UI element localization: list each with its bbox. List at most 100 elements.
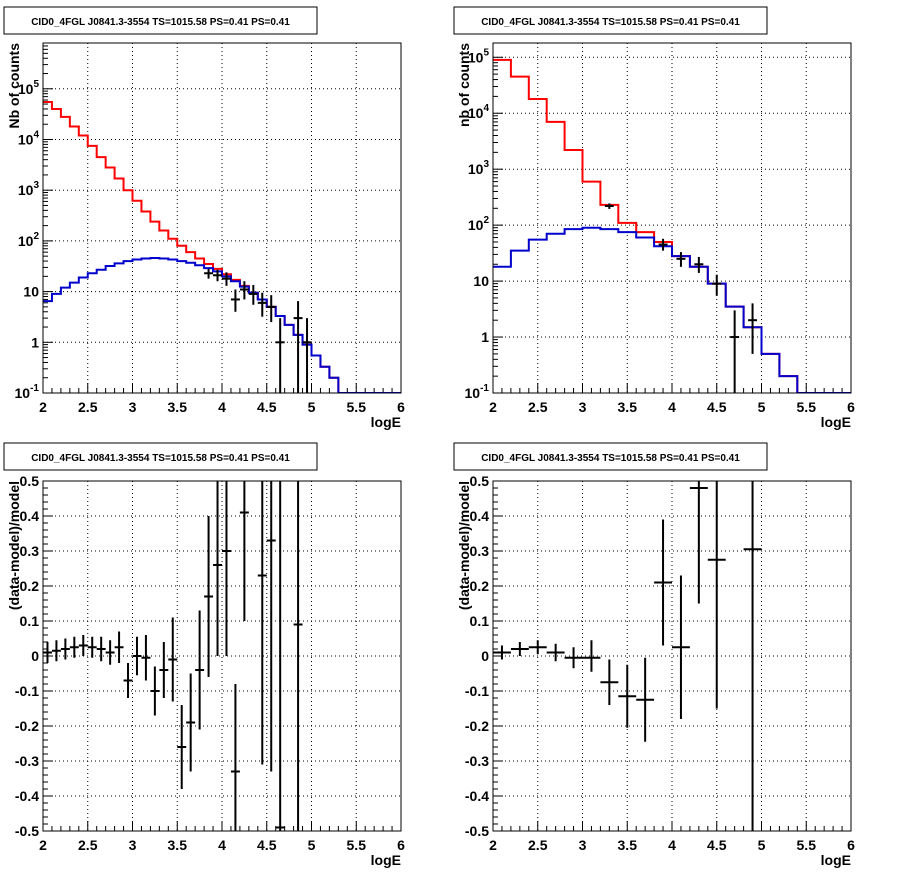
y-axis-title: (data-model)/model — [456, 481, 472, 610]
y-tick-label: 103 — [18, 180, 40, 198]
x-tick-label: 3 — [579, 399, 587, 415]
x-tick-label: 2.5 — [528, 399, 548, 415]
y-tick-label: 103 — [468, 159, 490, 177]
plot-frame — [42, 42, 402, 394]
x-tick-label: 2 — [489, 399, 497, 415]
data-point — [748, 303, 758, 354]
plot-area — [43, 100, 401, 393]
y-tick-label: -0.2 — [15, 718, 39, 734]
data-point — [222, 272, 231, 286]
data-point — [257, 481, 267, 765]
y-tick-label: 10 — [23, 284, 39, 300]
x-tick-label: 2 — [489, 837, 497, 853]
x-tick-label: 4.5 — [707, 399, 727, 415]
x-tick-label: 3 — [129, 399, 137, 415]
x-tick-label: 4.5 — [707, 837, 727, 853]
plot-frame — [492, 42, 852, 394]
x-tick-label: 2.5 — [78, 399, 98, 415]
data-point — [195, 610, 205, 730]
y-tick-label: -0.4 — [15, 788, 39, 804]
y-tick-label: 10-1 — [465, 383, 490, 401]
data-point — [230, 289, 240, 312]
x-tick-label: 3.5 — [168, 399, 188, 415]
data-point — [707, 481, 726, 709]
x-axis-title: logE — [371, 414, 401, 430]
y-tick-label: -0.5 — [15, 823, 39, 839]
plot-area — [43, 481, 303, 831]
y-tick-label: 0.5 — [20, 473, 40, 489]
y-tick-label: 104 — [18, 129, 40, 147]
y-tick-label: 10 — [473, 273, 489, 289]
y-tick-label: 1 — [31, 334, 39, 350]
chart-title-box — [3, 442, 318, 471]
data-point — [213, 269, 222, 282]
y-tick-label: -0.4 — [465, 788, 489, 804]
chart-title: CID0_4FGL J0841.3-3554 TS=1015.58 PS=0.4… — [481, 453, 740, 464]
chart-panel-top-right: CID0_4FGL J0841.3-3554 TS=1015.58 PS=0.4… — [453, 6, 855, 430]
x-tick-label: 6 — [847, 837, 855, 853]
y-tick-label: 105 — [18, 79, 40, 97]
x-tick-label: 5 — [758, 399, 766, 415]
x-tick-label: 4.5 — [257, 837, 277, 853]
y-tick-label: 0.3 — [470, 543, 490, 559]
x-tick-label: 2 — [39, 837, 47, 853]
y-tick-label: 0 — [481, 648, 489, 664]
y-tick-label: 0.4 — [20, 508, 40, 524]
y-tick-label: 0 — [31, 648, 39, 664]
data-point — [636, 657, 655, 742]
y-axis-title: nb of counts — [456, 43, 472, 127]
y-tick-label: 0.3 — [20, 543, 40, 559]
data-point — [694, 256, 704, 273]
y-tick-label: -0.3 — [15, 753, 39, 769]
series-line-1 — [493, 226, 851, 393]
y-tick-label: -0.5 — [465, 823, 489, 839]
x-axis-title: logE — [821, 852, 851, 868]
data-point — [493, 645, 511, 660]
data-point — [204, 516, 214, 677]
data-point — [168, 617, 178, 702]
plot-frame — [42, 480, 402, 832]
plot-area — [493, 481, 762, 831]
data-point — [123, 663, 133, 698]
data-point — [672, 575, 690, 719]
y-tick-label: 0.5 — [470, 473, 490, 489]
chart-title-box — [3, 6, 318, 35]
chart-panel-top-left: CID0_4FGL J0841.3-3554 TS=1015.58 PS=0.4… — [3, 6, 405, 430]
data-point — [275, 481, 285, 831]
data-point — [186, 673, 196, 772]
data-point — [564, 647, 583, 669]
data-point — [676, 252, 686, 267]
data-point — [266, 481, 276, 772]
y-tick-label: 0.4 — [470, 508, 490, 524]
chart-title: CID0_4FGL J0841.3-3554 TS=1015.58 PS=0.4… — [481, 17, 740, 28]
data-point — [105, 640, 115, 665]
data-point — [239, 281, 249, 300]
x-tick-label: 6 — [397, 837, 405, 853]
y-tick-label: 0.1 — [470, 613, 490, 629]
data-point — [248, 284, 258, 305]
data-point — [658, 238, 668, 251]
chart-title-box — [453, 6, 768, 35]
x-tick-label: 5.5 — [347, 399, 367, 415]
data-point — [114, 631, 124, 663]
data-point — [528, 640, 547, 655]
data-point — [96, 636, 106, 662]
x-tick-label: 4 — [218, 837, 226, 853]
series-line-1 — [43, 256, 401, 393]
data-point — [604, 203, 614, 209]
chart-title: CID0_4FGL J0841.3-3554 TS=1015.58 PS=0.4… — [31, 453, 290, 464]
y-tick-label: -0.1 — [15, 683, 39, 699]
data-point — [78, 635, 88, 656]
y-tick-label: 0.2 — [20, 578, 40, 594]
data-point — [239, 481, 249, 621]
plot-area — [493, 58, 851, 393]
x-tick-label: 5.5 — [347, 837, 367, 853]
data-point — [654, 519, 672, 646]
data-point — [213, 481, 222, 656]
y-axis-title: (data-model)/model — [6, 481, 22, 610]
data-point — [546, 643, 565, 662]
data-point — [43, 642, 52, 663]
plot-frame — [492, 480, 852, 832]
data-point — [257, 292, 267, 317]
